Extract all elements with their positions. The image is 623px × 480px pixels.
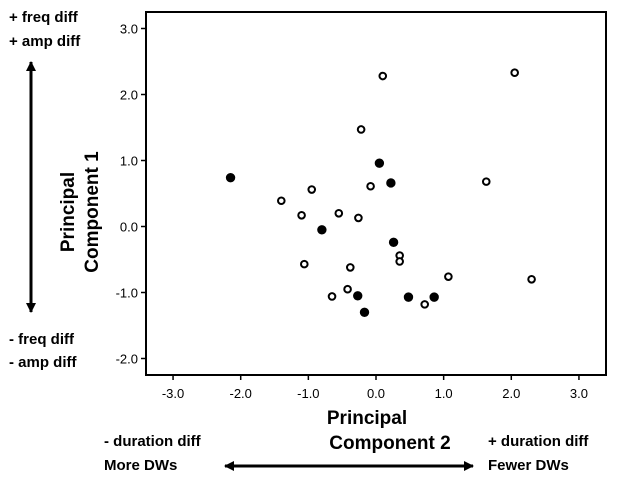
filled-point	[403, 292, 414, 302]
annotation-minus-freq: - freq diff	[9, 331, 75, 348]
x-tick-label: 3.0	[570, 386, 588, 401]
y-tick-label: 0.0	[120, 220, 138, 235]
y-tick-label: -1.0	[116, 286, 138, 301]
open-point	[481, 177, 491, 186]
open-point	[444, 272, 453, 281]
open-point	[366, 181, 375, 191]
open-point	[420, 300, 430, 309]
y-tick-label: 2.0	[120, 88, 138, 103]
open-point	[356, 125, 366, 134]
plot-frame	[145, 11, 607, 376]
y-tick-label: -2.0	[116, 352, 138, 367]
open-point	[354, 213, 363, 223]
annotation-minus-amp: - amp diff	[9, 354, 77, 371]
open-point	[510, 68, 519, 78]
filled-point	[429, 292, 439, 302]
filled-point	[359, 307, 370, 317]
y-axis-title: Principal Component 1	[58, 151, 103, 273]
x-axis-title-line-2: Component 2	[329, 433, 450, 454]
annotation-fewer-dws: Fewer DWs	[488, 457, 569, 474]
x-axis-title-line-1: Principal	[327, 408, 407, 429]
data-points	[225, 68, 536, 317]
annotation-plus-duration: + duration diff	[488, 433, 589, 450]
open-point	[378, 71, 388, 81]
y-axis: 3.0 2.0 1.0 0.0 -1.0 -2.0	[116, 22, 146, 367]
filled-point	[317, 225, 327, 235]
x-tick-label: 0.0	[367, 386, 385, 401]
filled-point	[353, 291, 363, 301]
open-point	[307, 185, 317, 194]
open-point	[395, 257, 404, 266]
y-axis-title-line-1: Principal	[58, 172, 79, 252]
annotation-plus-amp: + amp diff	[9, 33, 81, 50]
filled-point	[225, 172, 236, 183]
open-point	[299, 259, 309, 269]
open-point	[527, 275, 536, 284]
x-tick-label: -2.0	[230, 386, 252, 401]
x-tick-label: -3.0	[162, 386, 184, 401]
open-point	[345, 263, 355, 272]
annotation-more-dws: More DWs	[104, 457, 177, 474]
open-point	[343, 284, 352, 294]
x-tick-label: 1.0	[435, 386, 453, 401]
y-tick-label: 1.0	[120, 154, 138, 169]
open-point	[327, 292, 337, 301]
open-point	[297, 210, 306, 220]
x-tick-label: -1.0	[297, 386, 319, 401]
open-point	[276, 196, 286, 206]
open-point	[334, 209, 344, 218]
annotation-plus-freq: + freq diff	[9, 9, 79, 26]
x-axis: -3.0 -2.0 -1.0 0.0 1.0 2.0 3.0	[162, 375, 588, 401]
y-tick-label: 3.0	[120, 22, 138, 37]
annotation-minus-duration: - duration diff	[104, 433, 202, 450]
y-axis-title-line-2: Component 1	[82, 151, 103, 273]
filled-point	[388, 237, 399, 248]
filled-point	[386, 178, 396, 188]
x-tick-label: 2.0	[502, 386, 520, 401]
filled-point	[374, 158, 385, 168]
